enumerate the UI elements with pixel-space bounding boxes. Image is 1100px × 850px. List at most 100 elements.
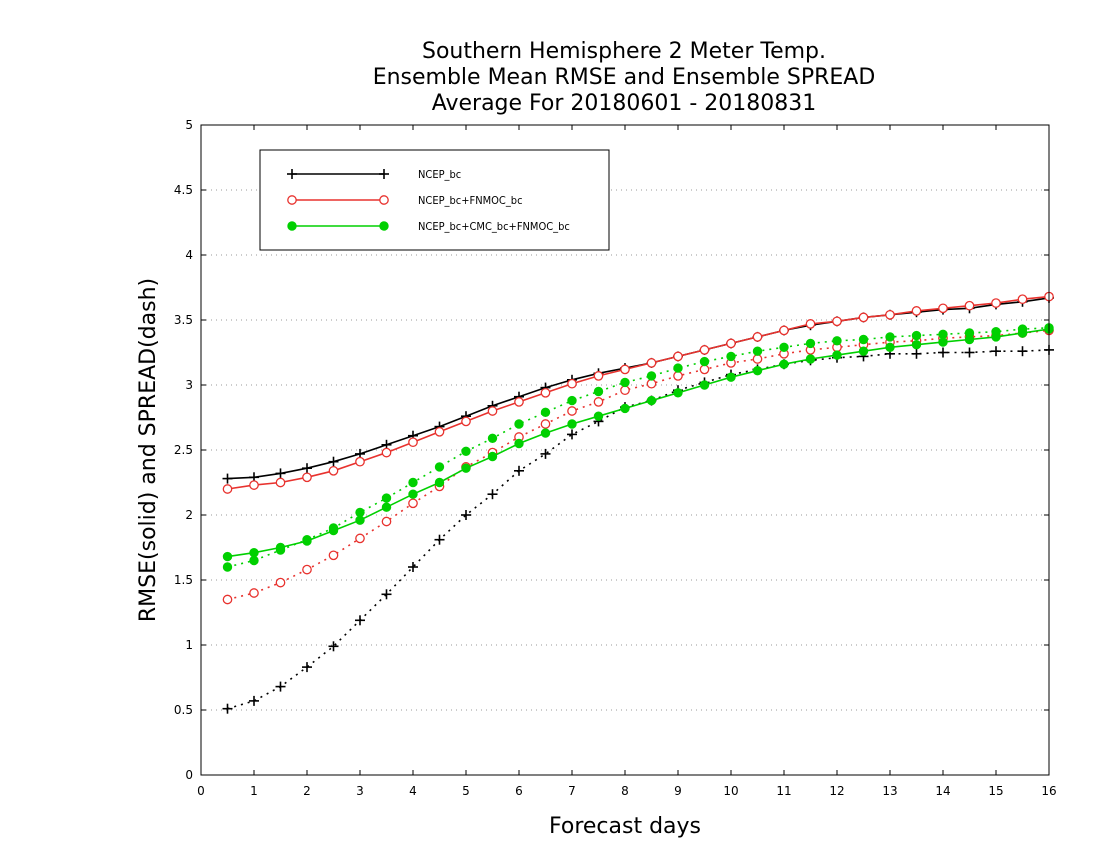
data-point [287, 195, 297, 205]
data-point [222, 484, 233, 494]
data-point [222, 703, 233, 714]
y-axis-label: RMSE(solid) and SPREAD(dash) [136, 278, 161, 622]
data-point [991, 298, 1001, 308]
data-point [646, 395, 657, 406]
data-point [885, 309, 895, 320]
data-point [275, 577, 286, 588]
data-point [858, 312, 869, 323]
data-point [726, 372, 736, 382]
y-tick-label: 0.5 [174, 703, 193, 717]
rmse-line [227, 328, 1050, 558]
data-point [593, 397, 604, 407]
data-point [964, 334, 975, 345]
legend-label: NCEP_bc+CMC_bc+FNMOC_bc [418, 220, 570, 233]
y-tick-label: 3 [185, 378, 193, 392]
y-tick-label: 1 [185, 638, 193, 652]
data-point [911, 340, 922, 350]
data-point [328, 456, 339, 467]
data-point [1017, 328, 1028, 338]
x-tick-label: 16 [1041, 784, 1056, 798]
y-tick-label: 5 [185, 118, 193, 132]
data-point [832, 316, 842, 327]
data-point [355, 515, 365, 525]
data-point [991, 346, 1001, 357]
data-point [514, 438, 524, 449]
data-point [434, 462, 445, 472]
x-tick-label: 10 [723, 784, 738, 798]
y-axis: 0 0.5 1 1.5 2 2.5 3 3.5 4 4.5 5 [174, 118, 1049, 782]
data-point [379, 195, 389, 205]
data-point [938, 303, 948, 314]
chart-title-line-2: Ensemble Mean RMSE and Ensemble SPREAD [373, 65, 876, 90]
data-point [287, 169, 297, 179]
data-point [991, 332, 1001, 342]
data-point [620, 377, 630, 388]
data-point [752, 346, 763, 356]
data-point [461, 510, 471, 520]
data-point [938, 347, 948, 358]
data-point [434, 426, 445, 437]
data-point [699, 356, 710, 367]
data-point [620, 385, 630, 396]
legend: NCEP_bc NCEP_bc+FNMOC_bc NCEP_bc+CMC_bc+FN… [259, 149, 610, 251]
data-point [593, 371, 604, 381]
data-point [540, 419, 551, 429]
data-point [726, 338, 736, 349]
y-tick-label: 3.5 [174, 313, 193, 327]
data-point [222, 551, 233, 562]
y-tick-label: 4 [185, 248, 193, 262]
data-point [540, 428, 551, 438]
data-point [487, 451, 498, 462]
spread-line [227, 327, 1050, 568]
data-point [461, 446, 471, 456]
chart-title-line-3: Average For 20180601 - 20180831 [432, 91, 817, 116]
data-point [752, 366, 763, 376]
data-point [381, 447, 392, 458]
series-3 [222, 323, 1054, 572]
data-point [381, 589, 392, 600]
data-point [779, 342, 789, 352]
data-point [328, 525, 339, 536]
data-point [832, 336, 842, 346]
data-point [328, 641, 339, 652]
data-point [379, 169, 389, 179]
data-point [646, 358, 657, 368]
data-point [673, 388, 683, 398]
data-point [964, 347, 975, 358]
data-point [911, 306, 922, 316]
data-point [593, 411, 604, 421]
data-point [858, 334, 869, 345]
data-point [408, 562, 418, 572]
data-point [673, 363, 683, 373]
x-tick-label: 14 [935, 784, 950, 798]
data-point [355, 615, 365, 626]
legend-label: NCEP_bc [418, 168, 461, 181]
data-point [911, 330, 922, 341]
x-tick-label: 8 [621, 784, 629, 798]
data-point [487, 433, 498, 443]
x-tick-label: 7 [568, 784, 576, 798]
data-point [593, 386, 604, 397]
x-tick-label: 13 [882, 784, 897, 798]
data-point [461, 416, 471, 427]
y-tick-label: 2 [185, 508, 193, 522]
x-tick-label: 2 [303, 784, 311, 798]
data-point [805, 354, 816, 364]
data-point [355, 456, 365, 467]
data-point [1017, 346, 1028, 357]
data-point [302, 536, 312, 546]
data-point [514, 397, 524, 407]
data-point [275, 542, 286, 553]
data-point [249, 588, 259, 598]
x-tick-label: 15 [988, 784, 1003, 798]
data-point [249, 480, 259, 490]
data-point [408, 498, 418, 509]
x-tick-label: 11 [776, 784, 791, 798]
data-point [434, 534, 445, 545]
y-tick-label: 1.5 [174, 573, 193, 587]
data-point [1017, 294, 1028, 305]
data-point [302, 463, 312, 474]
data-point [567, 378, 577, 389]
y-tick-label: 4.5 [174, 183, 193, 197]
